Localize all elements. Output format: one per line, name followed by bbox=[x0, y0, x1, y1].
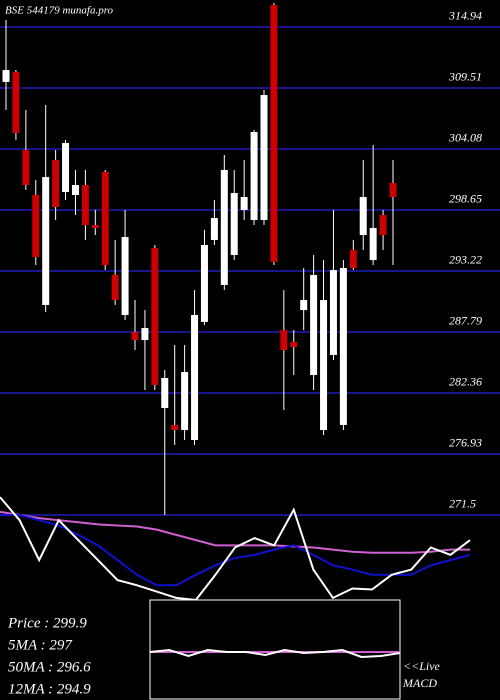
info-5ma: 5MA : 297 bbox=[8, 637, 73, 653]
y-tick-label: 304.08 bbox=[448, 131, 482, 145]
chart-title: BSE 544179 munafa.pro bbox=[5, 5, 114, 17]
info-12ma: 12MA : 294.9 bbox=[8, 681, 91, 697]
y-tick-label: 271.5 bbox=[449, 497, 476, 511]
candle-body bbox=[210, 218, 218, 240]
candle-body bbox=[379, 215, 387, 236]
panel-box bbox=[149, 599, 401, 700]
candle-body bbox=[62, 143, 70, 192]
candle-body bbox=[32, 195, 40, 258]
y-tick-label: 309.51 bbox=[448, 70, 482, 84]
candle-body bbox=[230, 192, 238, 256]
candle-body bbox=[240, 197, 248, 210]
candle-body bbox=[260, 95, 268, 220]
y-tick-label: 293.22 bbox=[449, 253, 482, 267]
candle-body bbox=[220, 169, 228, 285]
candle-body bbox=[42, 177, 50, 305]
candle-body bbox=[320, 300, 328, 431]
candle-body bbox=[200, 245, 208, 322]
candle-body bbox=[81, 185, 89, 226]
info-50ma: 50MA : 296.6 bbox=[8, 659, 91, 675]
candle-body bbox=[270, 5, 278, 262]
candle-body bbox=[151, 248, 159, 385]
candle-body bbox=[181, 372, 189, 431]
y-tick-label: 287.79 bbox=[449, 314, 482, 328]
candle-body bbox=[111, 274, 119, 301]
indicator-line bbox=[0, 513, 471, 587]
candle-body bbox=[290, 341, 298, 348]
candle-body bbox=[300, 300, 308, 311]
candle-body bbox=[71, 185, 79, 196]
candle-body bbox=[389, 182, 397, 198]
candle-body bbox=[191, 314, 199, 441]
candle-body bbox=[101, 171, 109, 265]
indicator-line bbox=[0, 496, 471, 602]
info-price: Price : 299.9 bbox=[7, 615, 87, 631]
candle-body bbox=[339, 268, 347, 425]
candle-body bbox=[22, 149, 30, 186]
y-tick-label: 314.94 bbox=[448, 9, 482, 23]
candle-body bbox=[369, 228, 377, 261]
candle-body bbox=[121, 237, 129, 315]
candle-body bbox=[359, 197, 367, 236]
candle-body bbox=[171, 424, 179, 431]
candle-body bbox=[250, 131, 258, 220]
candle-body bbox=[52, 159, 60, 208]
y-tick-label: 282.36 bbox=[449, 375, 482, 389]
candle-body bbox=[329, 270, 337, 355]
candle-body bbox=[161, 378, 169, 409]
indicator-line bbox=[149, 648, 401, 659]
candle-body bbox=[349, 250, 357, 269]
candle-body bbox=[141, 328, 149, 341]
y-tick-label: 276.93 bbox=[449, 436, 482, 450]
macd-label: MACD bbox=[402, 676, 437, 690]
live-label: <<Live bbox=[403, 659, 441, 673]
candle-body bbox=[310, 274, 318, 375]
candle-body bbox=[131, 331, 139, 341]
indicator-line bbox=[0, 510, 470, 554]
candle-body bbox=[91, 225, 99, 229]
candle-body bbox=[12, 72, 20, 134]
candle-body bbox=[2, 69, 10, 83]
y-tick-label: 298.65 bbox=[449, 192, 482, 206]
candle-body bbox=[280, 330, 288, 351]
